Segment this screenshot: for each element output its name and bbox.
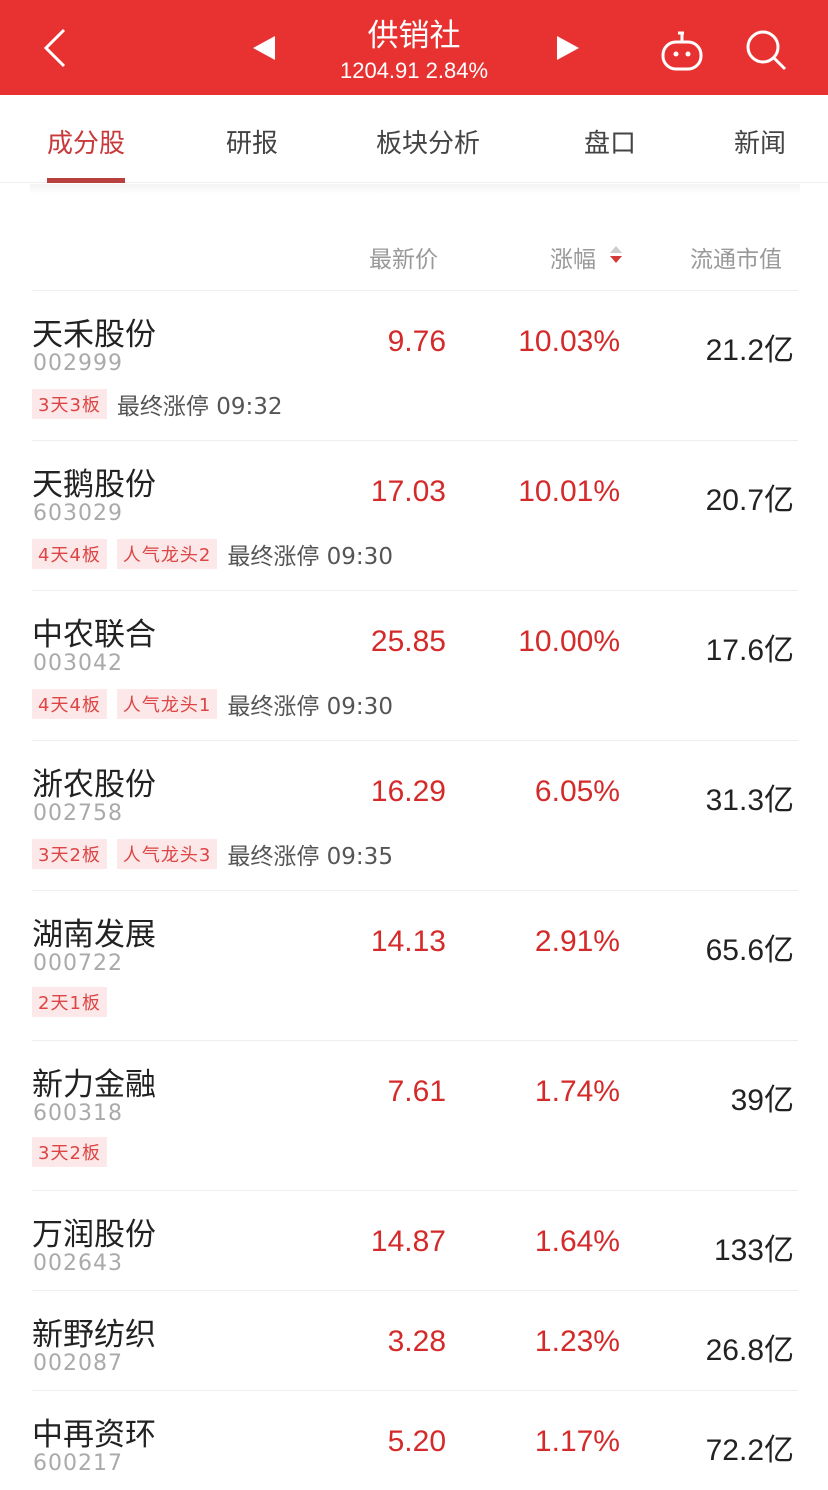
- search-icon[interactable]: [744, 28, 788, 72]
- tab-order-book[interactable]: 盘口: [584, 129, 637, 159]
- stock-tags: 2天1板: [32, 987, 107, 1017]
- stock-code: 000722: [33, 951, 123, 976]
- tag-badge: 3天3板: [32, 389, 107, 419]
- tab-research[interactable]: 研报: [226, 129, 279, 159]
- stock-change: 10.00%: [518, 625, 620, 658]
- stock-row[interactable]: 万润股份 002643 14.87 1.64% 133亿: [32, 1190, 798, 1290]
- stock-change: 1.64%: [534, 1225, 620, 1258]
- index-quote: 1204.91 2.84%: [339, 58, 489, 83]
- stock-name: 湖南发展: [32, 917, 156, 953]
- stock-code: 600217: [33, 1451, 123, 1476]
- next-icon[interactable]: [557, 36, 579, 60]
- stock-name: 天鹅股份: [32, 467, 156, 503]
- column-header-price[interactable]: 最新价: [369, 247, 438, 273]
- stock-change: 1.23%: [534, 1325, 620, 1358]
- stock-row[interactable]: 浙农股份 002758 16.29 6.05% 31.3亿 3天2板 人气龙头3 最终…: [32, 740, 798, 890]
- stock-price: 14.13: [370, 925, 446, 958]
- stock-name: 新力金融: [32, 1067, 156, 1103]
- stock-change: 1.74%: [534, 1075, 620, 1108]
- stock-name: 浙农股份: [32, 767, 156, 803]
- stock-name: 新野纺织: [32, 1317, 156, 1353]
- sort-icon[interactable]: [610, 246, 622, 264]
- back-icon[interactable]: [40, 26, 80, 70]
- stock-price: 5.20: [387, 1425, 446, 1458]
- tab-bar: 成分股 研报 板块分析 盘口 新闻: [0, 95, 828, 183]
- limit-up-note: 最终涨停 09:32: [116, 394, 283, 420]
- stock-price: 14.87: [370, 1225, 446, 1258]
- limit-up-note: 最终涨停 09:30: [227, 544, 393, 570]
- tag-badge: 2天1板: [32, 987, 107, 1017]
- tag-badge: 3天2板: [32, 839, 107, 869]
- tab-constituents[interactable]: 成分股: [47, 129, 126, 159]
- stock-mktcap: 20.7亿: [705, 484, 794, 517]
- stock-row[interactable]: 新力金融 600318 7.61 1.74% 39亿 3天2板: [32, 1040, 798, 1190]
- tab-sector-analysis[interactable]: 板块分析: [376, 129, 481, 159]
- stock-price: 9.76: [387, 325, 446, 358]
- header-bar: 供销社 1204.91 2.84%: [0, 0, 828, 95]
- stock-code: 002643: [33, 1251, 123, 1276]
- stock-change: 10.01%: [518, 475, 620, 508]
- tag-badge: 人气龙头2: [116, 539, 218, 569]
- tag-badge: 4天4板: [32, 539, 107, 569]
- stock-tags: 3天3板 最终涨停 09:32: [32, 387, 283, 421]
- column-header-change[interactable]: 涨幅: [550, 247, 596, 273]
- stock-change: 1.17%: [534, 1425, 620, 1458]
- stock-price: 3.28: [387, 1325, 446, 1358]
- stock-change: 10.03%: [518, 325, 620, 358]
- stock-price: 16.29: [370, 775, 446, 808]
- stock-code: 002758: [33, 801, 123, 826]
- stock-mktcap: 31.3亿: [705, 784, 794, 817]
- stock-mktcap: 17.6亿: [705, 634, 794, 667]
- stock-tags: 4天4板 人气龙头2 最终涨停 09:30: [32, 537, 393, 571]
- stock-tags: 4天4板 人气龙头1 最终涨停 09:30: [32, 687, 393, 721]
- limit-up-note: 最终涨停 09:30: [227, 694, 393, 720]
- stock-row[interactable]: 湖南发展 000722 14.13 2.91% 65.6亿 2天1板: [32, 890, 798, 1040]
- stock-mktcap: 21.2亿: [705, 334, 794, 367]
- divider: [30, 184, 800, 194]
- stock-row[interactable]: 新野纺织 002087 3.28 1.23% 26.8亿: [32, 1290, 798, 1390]
- stock-code: 600318: [33, 1101, 123, 1126]
- stock-name: 万润股份: [32, 1217, 156, 1253]
- tag-badge: 3天2板: [32, 1137, 107, 1167]
- stock-tags: 3天2板 人气龙头3 最终涨停 09:35: [32, 837, 393, 871]
- page-title: 供销社: [367, 18, 461, 54]
- stock-price: 7.61: [387, 1075, 446, 1108]
- stock-tags: 3天2板: [32, 1137, 107, 1167]
- tag-badge: 人气龙头1: [116, 689, 218, 719]
- stock-mktcap: 72.2亿: [705, 1434, 794, 1467]
- stock-row[interactable]: 天禾股份 002999 9.76 10.03% 21.2亿 3天3板 最终涨停 09…: [32, 290, 798, 440]
- column-header-mktcap[interactable]: 流通市值: [690, 247, 782, 273]
- limit-up-note: 最终涨停 09:35: [227, 844, 393, 870]
- tag-badge: 4天4板: [32, 689, 107, 719]
- stock-row[interactable]: 天鹅股份 603029 17.03 10.01% 20.7亿 4天4板 人气龙头2 最…: [32, 440, 798, 590]
- stock-name: 天禾股份: [32, 317, 156, 353]
- stock-code: 603029: [33, 501, 123, 526]
- stock-mktcap: 26.8亿: [705, 1334, 794, 1367]
- stock-code: 003042: [33, 651, 123, 676]
- stock-row[interactable]: 中再资环 600217 5.20 1.17% 72.2亿: [32, 1390, 798, 1490]
- stock-mktcap: 39亿: [730, 1084, 794, 1117]
- stock-change: 2.91%: [534, 925, 620, 958]
- stock-price: 25.85: [370, 625, 446, 658]
- stock-name: 中农联合: [32, 617, 156, 653]
- tab-news[interactable]: 新闻: [734, 129, 787, 159]
- tag-badge: 人气龙头3: [116, 839, 218, 869]
- stock-code: 002087: [33, 1351, 123, 1376]
- stock-mktcap: 65.6亿: [705, 934, 794, 967]
- active-tab-indicator: [47, 178, 125, 183]
- robot-icon[interactable]: [660, 30, 704, 72]
- stock-code: 002999: [33, 351, 123, 376]
- stock-name: 中再资环: [32, 1417, 156, 1453]
- stock-mktcap: 133亿: [713, 1234, 794, 1267]
- stock-row[interactable]: 中农联合 003042 25.85 10.00% 17.6亿 4天4板 人气龙头1 最…: [32, 590, 798, 740]
- stock-price: 17.03: [370, 475, 446, 508]
- stock-change: 6.05%: [534, 775, 620, 808]
- prev-icon[interactable]: [253, 36, 275, 60]
